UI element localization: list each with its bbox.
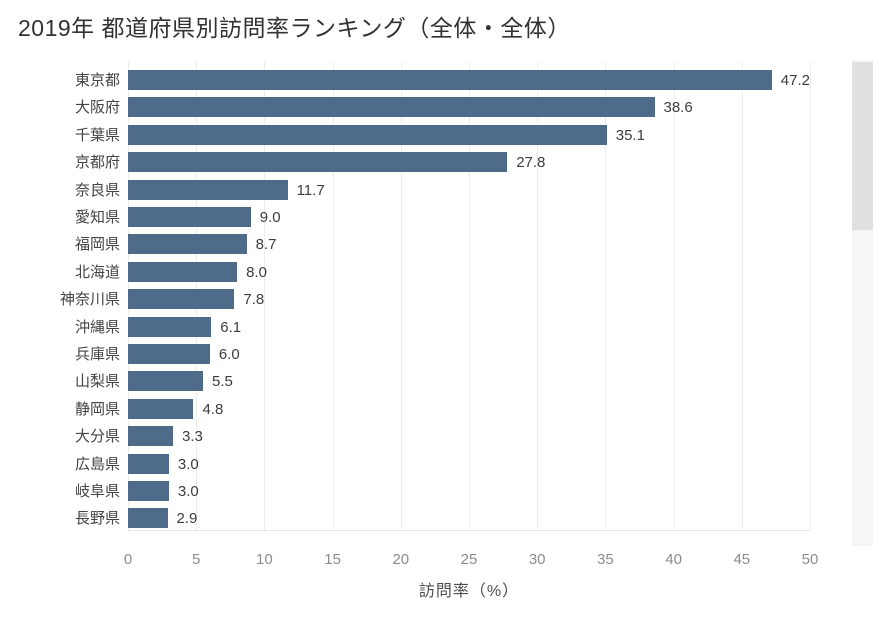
chart-title: 2019年 都道府県別訪問率ランキング（全体・全体）	[18, 15, 571, 41]
category-label: 静岡県	[74, 400, 120, 418]
bar-row: 山梨県 5.5	[0, 371, 884, 392]
bar[interactable]	[128, 398, 194, 419]
bar-row: 北海道 8.0	[0, 261, 884, 282]
bar-row: 京都府 27.8	[0, 152, 884, 173]
x-tick-label: 15	[324, 551, 341, 568]
x-axis-title: 訪問率（%）	[418, 583, 520, 600]
value-label: 11.7	[296, 181, 325, 199]
x-tick-label: 45	[733, 551, 751, 568]
bar-row: 兵庫県 6.0	[0, 344, 884, 364]
bar-row: 静岡県 4.8	[0, 398, 884, 419]
gridline	[469, 62, 470, 530]
gridline	[332, 62, 334, 530]
bar[interactable]	[128, 289, 235, 310]
bar[interactable]	[128, 152, 508, 173]
value-label: 3.0	[177, 455, 199, 473]
value-label: 38.6	[663, 99, 693, 117]
gridline	[810, 62, 811, 530]
x-axis-line	[128, 530, 810, 531]
gridline	[537, 62, 539, 530]
bar[interactable]	[128, 70, 772, 90]
value-label: 8.0	[246, 263, 267, 281]
value-label: 5.5	[212, 373, 233, 391]
gridline	[741, 62, 743, 530]
value-label: 6.0	[218, 346, 240, 363]
value-label: 3.0	[177, 483, 199, 500]
category-label: 岐阜県	[74, 483, 120, 500]
x-tick-label: 10	[256, 551, 273, 568]
category-label: 千葉県	[74, 126, 120, 144]
bar[interactable]	[128, 261, 238, 282]
bar[interactable]	[128, 426, 173, 447]
bar[interactable]	[128, 97, 655, 118]
category-label: 奈良県	[74, 181, 120, 199]
gridline	[400, 62, 402, 530]
category-label: 山梨県	[74, 373, 120, 391]
bar-row: 千葉県 35.1	[0, 124, 884, 145]
category-label: 神奈川県	[59, 291, 120, 309]
bar-row: 奈良県 11.7	[0, 179, 884, 200]
bar[interactable]	[128, 124, 607, 145]
value-label: 6.1	[220, 318, 242, 336]
bar-row: 大阪府 38.6	[0, 97, 884, 118]
gridline	[605, 62, 607, 530]
scrollbar[interactable]	[852, 60, 873, 546]
bar[interactable]	[128, 234, 247, 255]
category-label: 愛知県	[74, 209, 120, 226]
x-tick-label: 0	[123, 551, 133, 568]
category-label: 長野県	[74, 510, 120, 528]
category-label: 福岡県	[74, 236, 120, 254]
bar[interactable]	[128, 508, 168, 529]
category-label: 東京都	[74, 72, 120, 89]
value-label: 9.0	[259, 209, 281, 226]
gridline	[673, 62, 675, 530]
bar-row: 沖縄県 6.1	[0, 316, 884, 337]
value-label: 2.9	[176, 510, 198, 528]
x-tick-label: 50	[801, 551, 819, 568]
category-label: 沖縄県	[74, 318, 120, 336]
bar-row: 岐阜県 3.0	[0, 481, 884, 501]
bar-row: 愛知県 9.0	[0, 207, 884, 227]
bar-row: 東京都 47.2	[0, 70, 884, 90]
value-label: 35.1	[615, 126, 645, 144]
bar[interactable]	[128, 207, 251, 227]
value-label: 47.2	[780, 72, 810, 89]
value-label: 8.7	[255, 236, 277, 254]
bar-row: 長野県 2.9	[0, 508, 884, 529]
category-label: 京都府	[74, 154, 120, 172]
category-label: 北海道	[74, 263, 120, 281]
category-label: 大分県	[74, 428, 120, 446]
x-tick-label: 20	[392, 551, 410, 568]
bar[interactable]	[128, 453, 169, 474]
bar[interactable]	[128, 179, 288, 200]
x-tick-label: 40	[665, 551, 682, 568]
bar[interactable]	[128, 481, 169, 501]
x-tick-label: 35	[597, 551, 614, 568]
category-label: 大阪府	[74, 99, 120, 117]
value-label: 3.3	[182, 428, 203, 446]
bar[interactable]	[128, 344, 210, 364]
gridline	[264, 62, 266, 530]
category-label: 兵庫県	[74, 346, 120, 363]
value-label: 27.8	[516, 154, 546, 172]
value-label: 7.8	[243, 291, 265, 309]
bar[interactable]	[128, 316, 212, 337]
bar[interactable]	[128, 371, 204, 392]
category-label: 広島県	[74, 455, 120, 473]
value-label: 4.8	[202, 400, 224, 418]
x-tick-label: 5	[192, 551, 201, 568]
bar-row: 福岡県 8.7	[0, 234, 884, 255]
x-tick-label: 25	[460, 551, 478, 568]
bar-row: 広島県 3.0	[0, 453, 884, 474]
x-tick-label: 30	[528, 551, 546, 568]
scrollbar-thumb[interactable]	[852, 62, 873, 230]
bar-row: 大分県 3.3	[0, 426, 884, 447]
bar-row: 神奈川県 7.8	[0, 289, 884, 310]
